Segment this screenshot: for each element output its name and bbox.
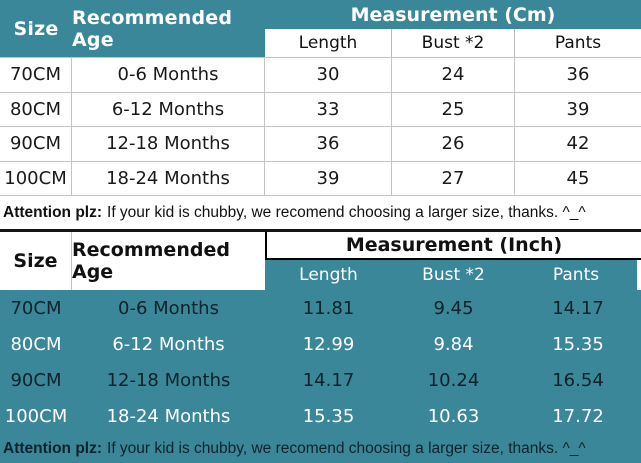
length-cell: 33	[265, 92, 392, 126]
cm-attention-note: Attention plz: If your kid is chubby, we …	[0, 196, 641, 229]
bust-cell: 26	[392, 127, 515, 161]
inch-table-header: Size Recommended Age Measurement (Inch) …	[0, 232, 641, 290]
age-cell: 0-6 Months	[72, 58, 265, 92]
cm-table-header: Size Recommended Age Measurement (Cm) Le…	[0, 0, 641, 57]
cm-table-body: 70CM 0-6 Months 30 24 36 80CM 6-12 Month…	[0, 57, 641, 196]
cm-measurement-group: Measurement (Cm) Length Bust *2 Pants	[265, 0, 641, 57]
inch-col-pants: Pants	[552, 265, 600, 285]
age-cell: 0-6 Months	[118, 297, 219, 319]
inch-measurement-group: Measurement (Inch) Length Bust *2 Pants	[265, 232, 641, 290]
bust-cell: 27	[392, 161, 515, 195]
bust-cell: 10.63	[427, 405, 480, 427]
size-cell: 100CM	[4, 405, 68, 427]
bust-cell: 10.24	[427, 369, 480, 391]
cm-subheader-row: Length Bust *2 Pants	[265, 29, 641, 57]
pants-cell: 45	[566, 167, 590, 189]
length-cell: 36	[265, 127, 392, 161]
table-row: 70CM 0-6 Months 30 24 36	[0, 58, 641, 93]
inch-size-header: Size	[0, 232, 72, 290]
inch-measurement-title: Measurement (Inch)	[265, 232, 641, 260]
pants-cell: 16.54	[552, 369, 604, 391]
length-cell: 39	[265, 161, 392, 195]
length-cell: 11.81	[302, 297, 355, 319]
pants-cell: 42	[566, 133, 590, 155]
pants-cell: 14.17	[552, 297, 604, 319]
cm-size-header: Size	[13, 17, 59, 40]
cm-col-length: Length	[265, 29, 392, 57]
bust-cell: 25	[392, 92, 515, 126]
age-cell: 18-24 Months	[72, 161, 265, 195]
table-row: 70CM 0-6 Months 11.81 9.45 14.17	[0, 290, 641, 326]
inch-col-length: Length	[299, 265, 358, 285]
age-cell: 6-12 Months	[112, 333, 225, 355]
attention-text: If your kid is chubby, we recomend choos…	[107, 439, 586, 457]
table-row: 90CM 12-18 Months 14.17 10.24 16.54	[0, 362, 641, 398]
attention-label: Attention plz:	[3, 203, 103, 221]
inch-table-body: 70CM 0-6 Months 11.81 9.45 14.17 80CM 6-…	[0, 290, 641, 434]
inch-table: Size Recommended Age Measurement (Inch) …	[0, 232, 641, 463]
cm-measurement-title: Measurement (Cm)	[350, 3, 556, 26]
size-cell: 90CM	[0, 127, 72, 161]
table-row: 80CM 6-12 Months 33 25 39	[0, 92, 641, 127]
inch-age-header: Recommended Age	[72, 239, 230, 283]
table-row: 100CM 18-24 Months 39 27 45	[0, 161, 641, 196]
length-cell: 30	[265, 58, 392, 92]
cm-table: Size Recommended Age Measurement (Cm) Le…	[0, 0, 641, 229]
age-cell: 12-18 Months	[72, 127, 265, 161]
bust-cell: 24	[392, 58, 515, 92]
attention-label: Attention plz:	[3, 439, 103, 457]
size-cell: 80CM	[10, 333, 62, 355]
age-cell: 6-12 Months	[72, 92, 265, 126]
age-cell: 18-24 Months	[106, 405, 231, 427]
table-separator	[0, 229, 641, 232]
pants-cell: 39	[566, 98, 590, 120]
size-cell: 90CM	[10, 369, 62, 391]
table-row: 100CM 18-24 Months 15.35 10.63 17.72	[0, 398, 641, 434]
pants-cell: 36	[566, 64, 590, 86]
length-cell: 12.99	[302, 333, 355, 355]
cm-age-header: Recommended Age	[72, 6, 233, 51]
inch-attention-note: Attention plz: If your kid is chubby, we …	[0, 434, 641, 463]
table-row: 90CM 12-18 Months 36 26 42	[0, 127, 641, 162]
table-row: 80CM 6-12 Months 12.99 9.84 15.35	[0, 326, 641, 362]
cm-col-bust: Bust *2	[392, 29, 515, 57]
pants-cell: 15.35	[552, 333, 604, 355]
bust-cell: 9.84	[433, 333, 474, 355]
length-cell: 15.35	[302, 405, 355, 427]
size-cell: 100CM	[0, 161, 72, 195]
bust-cell: 9.45	[433, 297, 474, 319]
cm-col-pants: Pants	[554, 33, 602, 53]
length-cell: 14.17	[302, 369, 355, 391]
size-cell: 70CM	[10, 297, 62, 319]
size-cell: 70CM	[0, 58, 72, 92]
pants-cell: 17.72	[552, 405, 604, 427]
attention-text: If your kid is chubby, we recomend choos…	[107, 203, 586, 221]
size-cell: 80CM	[0, 92, 72, 126]
inch-col-bust: Bust *2	[422, 265, 485, 285]
inch-subheader-row: Length Bust *2 Pants	[265, 260, 637, 290]
age-cell: 12-18 Months	[106, 369, 231, 391]
